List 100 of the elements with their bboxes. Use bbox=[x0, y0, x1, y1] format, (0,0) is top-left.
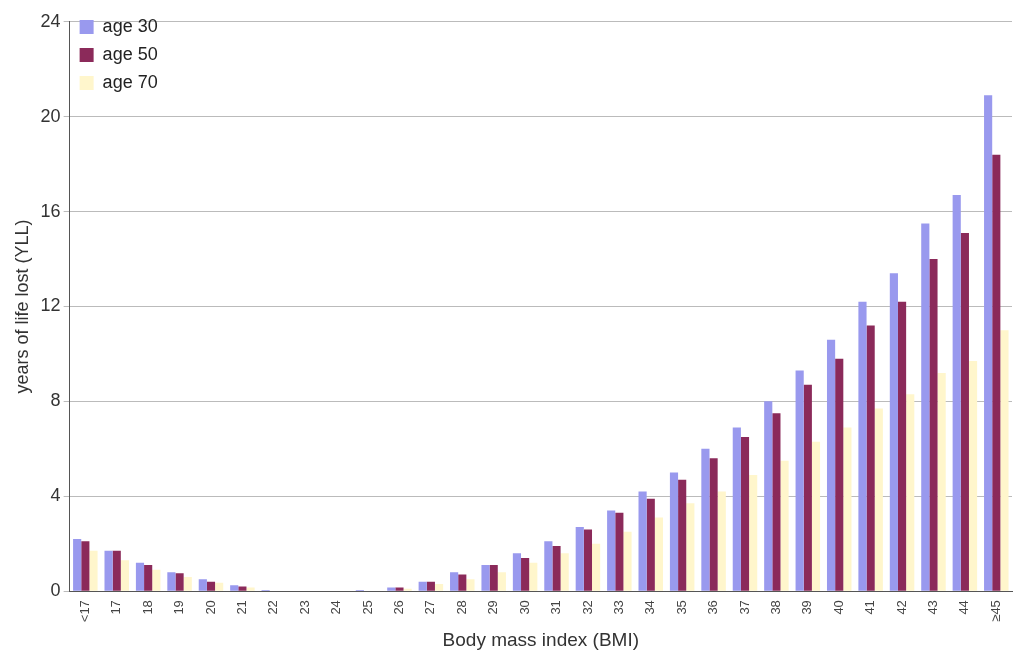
bar bbox=[843, 427, 852, 591]
bar bbox=[544, 541, 553, 591]
bar bbox=[238, 586, 247, 591]
bar bbox=[230, 585, 239, 591]
bar bbox=[560, 553, 569, 591]
bar bbox=[521, 557, 530, 591]
bar bbox=[992, 154, 1001, 591]
bar bbox=[167, 572, 176, 591]
bar bbox=[937, 372, 946, 591]
bar bbox=[206, 581, 216, 591]
bar bbox=[646, 498, 655, 591]
legend-label: age 50 bbox=[102, 43, 158, 64]
x-tick-label: 34 bbox=[642, 600, 658, 615]
bar bbox=[764, 401, 773, 591]
bar bbox=[529, 562, 538, 591]
x-tick-label: 18 bbox=[139, 600, 155, 615]
x-tick-label: 23 bbox=[296, 600, 312, 615]
bar bbox=[583, 529, 593, 591]
x-tick-label: ≥45 bbox=[987, 600, 1003, 622]
x-tick-label: 41 bbox=[862, 600, 878, 615]
bar bbox=[434, 584, 444, 591]
y-tick-label: 4 bbox=[50, 485, 61, 506]
bar bbox=[73, 538, 82, 591]
bar bbox=[866, 325, 875, 591]
bar bbox=[686, 503, 695, 591]
bar bbox=[575, 527, 584, 591]
bar bbox=[732, 427, 741, 591]
x-tick-label: 27 bbox=[422, 600, 438, 615]
x-tick-label: 17 bbox=[108, 600, 124, 615]
bar bbox=[811, 441, 821, 591]
bar bbox=[512, 553, 522, 591]
x-tick-label: 21 bbox=[233, 600, 249, 615]
bar bbox=[418, 581, 427, 591]
x-tick-label: 37 bbox=[736, 600, 752, 615]
bar bbox=[960, 232, 969, 591]
bar bbox=[135, 562, 145, 591]
x-tick-label: 28 bbox=[453, 600, 469, 615]
bar bbox=[615, 512, 624, 591]
bar bbox=[81, 541, 90, 591]
bar bbox=[952, 194, 961, 591]
x-axis-title: Body mass index (BMI) bbox=[442, 628, 640, 650]
bar bbox=[112, 550, 121, 591]
bar bbox=[144, 565, 153, 591]
bar bbox=[198, 579, 207, 591]
y-tick-label: 24 bbox=[40, 10, 61, 31]
x-tick-label: 32 bbox=[579, 600, 595, 615]
bar bbox=[175, 573, 184, 591]
bar bbox=[984, 95, 993, 591]
x-tick-label: 20 bbox=[202, 600, 218, 615]
x-tick-label: 29 bbox=[485, 600, 501, 615]
x-tick-label: 35 bbox=[673, 600, 689, 615]
bar bbox=[669, 472, 679, 591]
bar bbox=[968, 361, 978, 591]
x-tick-label: 39 bbox=[799, 600, 815, 615]
x-tick-label: 44 bbox=[956, 600, 972, 615]
x-tick-label: <17 bbox=[76, 600, 92, 623]
bar bbox=[426, 581, 435, 591]
bar bbox=[906, 394, 915, 591]
bar bbox=[678, 479, 687, 591]
x-tick-label: 30 bbox=[516, 600, 532, 615]
bar bbox=[921, 223, 930, 591]
bar bbox=[717, 491, 726, 591]
bar bbox=[607, 510, 616, 591]
bar bbox=[772, 413, 781, 591]
y-axis-title: years of life lost (YLL) bbox=[11, 219, 32, 394]
x-tick-label: 42 bbox=[893, 600, 909, 615]
x-tick-label: 24 bbox=[328, 600, 344, 615]
bar bbox=[780, 460, 789, 591]
bar bbox=[458, 574, 467, 591]
y-tick-label: 20 bbox=[40, 105, 61, 126]
x-tick-label: 33 bbox=[610, 600, 626, 615]
x-tick-label: 43 bbox=[925, 600, 941, 615]
bar bbox=[450, 572, 459, 591]
bar bbox=[481, 565, 490, 591]
bar bbox=[858, 301, 867, 591]
x-tick-label: 36 bbox=[705, 600, 721, 615]
y-tick-label: 8 bbox=[50, 390, 61, 411]
x-tick-label: 22 bbox=[265, 600, 281, 615]
bar bbox=[246, 587, 255, 591]
x-tick-label: 19 bbox=[171, 600, 187, 615]
bar bbox=[826, 339, 836, 591]
bar bbox=[740, 436, 750, 591]
legend-label: age 30 bbox=[102, 15, 158, 36]
bar bbox=[889, 273, 898, 591]
bar bbox=[104, 550, 113, 591]
bar bbox=[701, 448, 710, 591]
bar bbox=[749, 474, 758, 591]
y-tick-label: 0 bbox=[50, 580, 61, 601]
bar bbox=[497, 572, 506, 591]
y-tick-label: 16 bbox=[40, 200, 61, 221]
bar bbox=[654, 517, 664, 591]
bar bbox=[874, 408, 883, 591]
bar bbox=[489, 565, 498, 591]
bar bbox=[592, 543, 601, 591]
x-tick-label: 26 bbox=[391, 600, 407, 615]
x-tick-label: 31 bbox=[548, 600, 564, 615]
bar bbox=[120, 560, 129, 591]
bar bbox=[1000, 330, 1009, 591]
bar bbox=[803, 384, 812, 591]
bar bbox=[152, 569, 161, 591]
